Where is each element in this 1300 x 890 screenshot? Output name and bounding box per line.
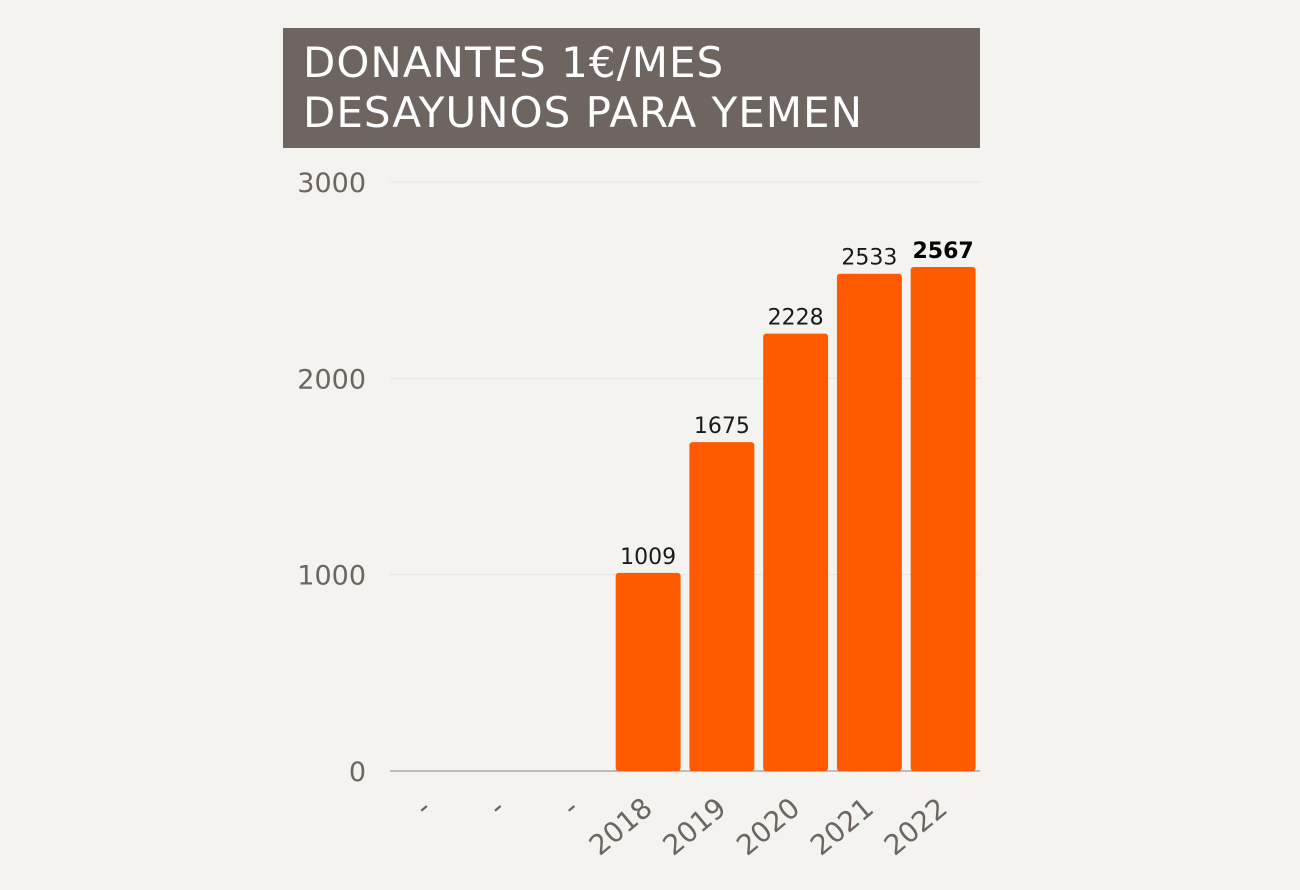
y-tick-label: 1000 bbox=[297, 561, 366, 592]
bar bbox=[836, 273, 902, 771]
x-tick-label: 2020 bbox=[730, 791, 806, 862]
data-label: 2228 bbox=[768, 306, 824, 331]
bar bbox=[689, 442, 755, 771]
data-label: 2533 bbox=[841, 246, 897, 271]
x-tick-label: 2022 bbox=[878, 791, 954, 862]
x-tick-label: 2021 bbox=[804, 791, 880, 862]
bar bbox=[910, 267, 976, 771]
y-tick-label: 2000 bbox=[297, 364, 366, 395]
chart-title-line-2: DESAYUNOS PARA YEMEN bbox=[303, 88, 863, 137]
y-tick-label: 0 bbox=[349, 757, 366, 788]
data-label: 2567 bbox=[913, 239, 974, 264]
x-tick-label: 2018 bbox=[583, 791, 659, 862]
data-label: 1009 bbox=[620, 545, 676, 570]
chart-title-box: DONANTES 1€/MES DESAYUNOS PARA YEMEN bbox=[283, 28, 980, 148]
bar bbox=[615, 572, 681, 771]
data-label: 1675 bbox=[694, 414, 750, 439]
x-tick-label: - bbox=[408, 791, 437, 823]
x-tick-label: - bbox=[556, 791, 585, 823]
y-tick-label: 3000 bbox=[297, 168, 366, 199]
bar bbox=[763, 333, 829, 771]
x-tick-label: 2019 bbox=[657, 791, 733, 862]
chart-title-line-1: DONANTES 1€/MES bbox=[303, 38, 725, 87]
x-tick-label: - bbox=[482, 791, 511, 823]
